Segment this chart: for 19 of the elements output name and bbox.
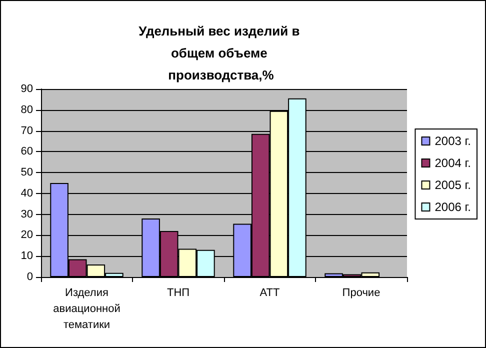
y-tick-label: 70 [20, 124, 33, 137]
y-tick-label: 30 [20, 208, 33, 220]
legend-label: 2005 г. [434, 178, 472, 192]
y-tick-label: 50 [20, 166, 33, 179]
y-tick-label: 40 [20, 187, 33, 200]
x-tick-label: Прочие [342, 287, 380, 299]
legend-label: 2004 г. [434, 156, 472, 170]
y-tick-label: 80 [20, 104, 33, 116]
x-tick-label: ТНП [166, 287, 190, 299]
legend-label: 2006 г. [434, 200, 472, 214]
legend-label: 2003 г. [434, 134, 472, 148]
x-tick-label: Изделия авиационной тематики [53, 287, 120, 331]
y-tick-label: 90 [20, 83, 33, 95]
y-tick-label: 20 [20, 229, 33, 242]
y-tick-label: 60 [20, 146, 33, 158]
chart-title: Удельный вес изделий в общем объеме производства,% [138, 24, 304, 82]
y-tick-label: 0 [26, 271, 33, 283]
x-tick-label: АТТ [260, 287, 280, 299]
y-tick-label: 10 [20, 250, 33, 262]
